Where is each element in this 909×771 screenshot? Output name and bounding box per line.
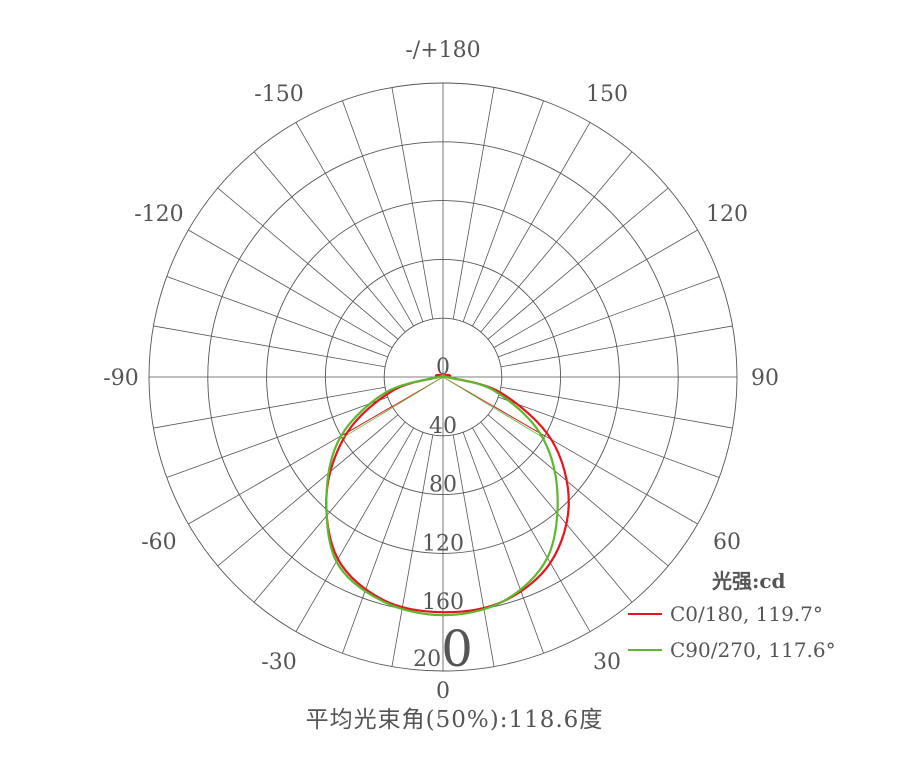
grid-spoke [166,276,388,358]
grid-spoke [217,187,399,340]
grid-spoke [480,151,633,333]
angle-label: -30 [261,650,296,675]
beam-half-line [340,376,444,440]
grid-spoke [342,432,424,654]
legend-entry: C0/180, 119.7° [670,602,823,626]
radial-tick-label: 0 [436,355,450,380]
grid-spoke [462,100,544,322]
angle-label: -90 [103,366,138,391]
grid-spoke [472,122,591,327]
angle-label: -150 [254,82,303,107]
grid-spoke [500,386,733,429]
grid-spoke [342,100,424,322]
beam-half-line [442,376,546,440]
grid-spoke [487,187,669,340]
grid-spoke [452,87,495,320]
radial-tick-label: 200 [413,620,473,678]
grid-spoke [153,386,386,429]
angle-label: 30 [593,650,621,675]
angle-label: 60 [713,530,741,555]
grid-spoke [295,122,414,327]
grid-spoke [153,325,386,368]
angle-label: 120 [706,202,748,227]
grid-spoke [472,427,591,632]
radial-tick-label: 160 [422,590,464,615]
chart-title: 平均光束角(50%):118.6度 [305,707,604,733]
radial-tick-label: 40 [429,414,457,439]
grid-spoke [462,432,544,654]
grid-spoke [253,151,406,333]
angle-label: -60 [141,530,176,555]
radial-tick-label: 80 [429,473,457,498]
grid-spoke [493,229,698,348]
grid-spoke [487,414,669,567]
grid-spoke [391,434,434,667]
grid-spoke [188,229,393,348]
grid-spoke [295,427,414,632]
angle-label: -/+180 [405,38,480,63]
angle-label: 90 [751,366,779,391]
angle-label: -120 [134,202,183,227]
grid-spoke [217,414,399,567]
angle-label: 150 [586,82,628,107]
series-curve-1 [325,374,559,617]
angle-label: 0 [436,679,450,704]
legend-entry: C90/270, 117.6° [670,638,836,662]
radial-tick-label: 120 [422,531,464,556]
grid-spoke [498,276,720,358]
series-curve-0 [325,373,570,614]
grid-spoke [253,421,406,603]
legend-unit: 光强:cd [711,569,786,593]
grid-spoke [166,396,388,478]
grid-spoke [498,396,720,478]
grid-spoke [500,325,733,368]
grid-spoke [452,434,495,667]
grid-spoke [391,87,434,320]
